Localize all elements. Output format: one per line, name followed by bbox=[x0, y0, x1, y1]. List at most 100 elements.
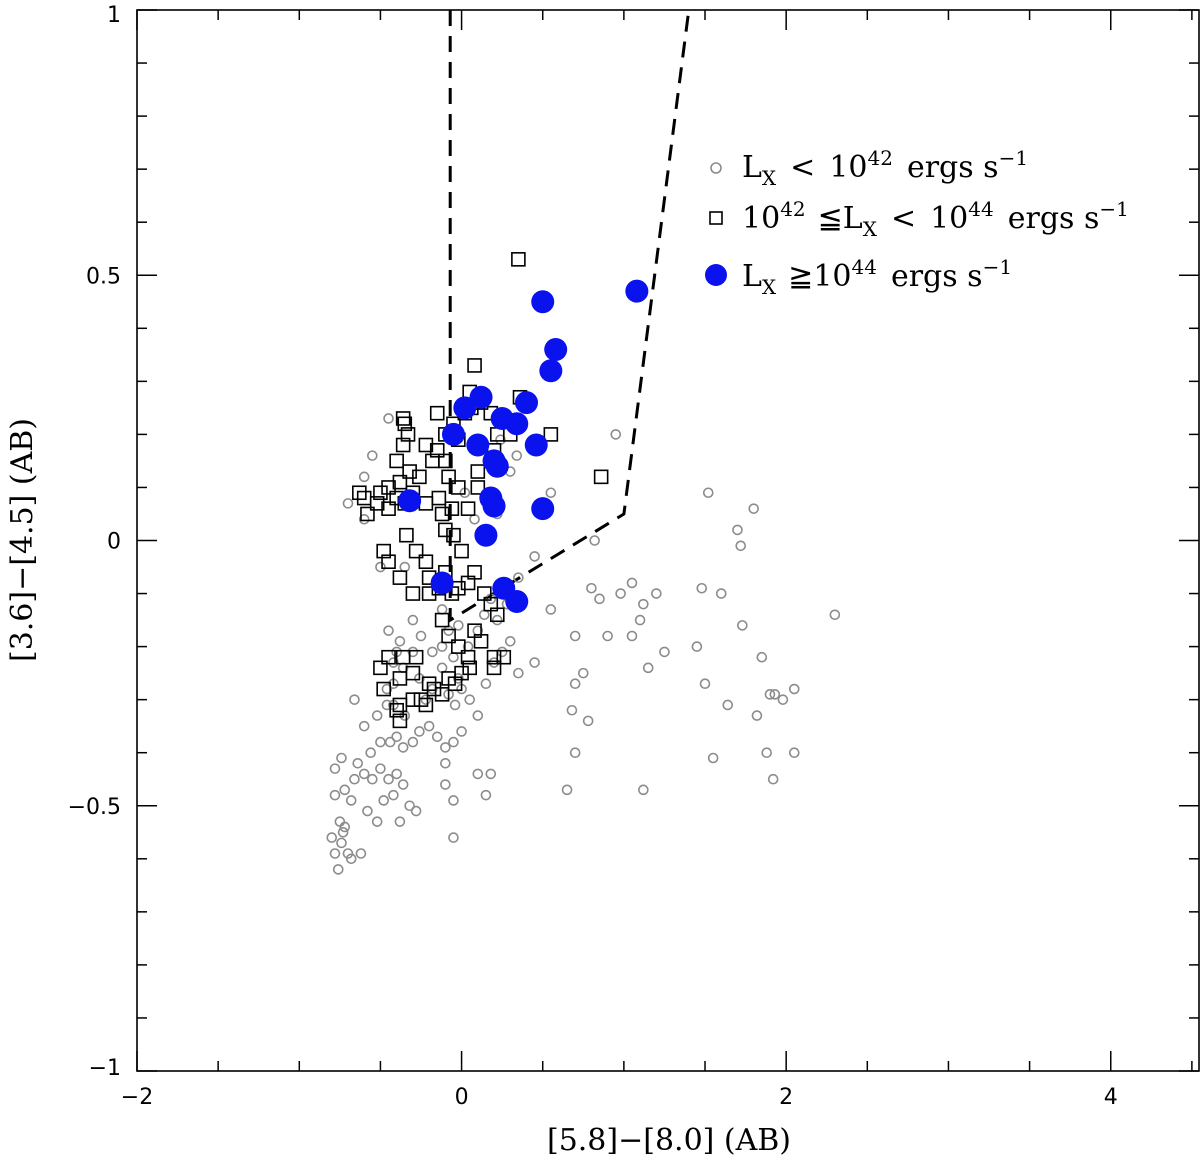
point-low-149 bbox=[788, 683, 800, 695]
point-low-15 bbox=[367, 773, 378, 785]
point-low-77 bbox=[448, 651, 459, 663]
point-mid-2 bbox=[400, 427, 416, 442]
point-low-105 bbox=[383, 413, 394, 424]
point-low-26 bbox=[371, 816, 383, 827]
legend-label-low: LX <1042 ergs s−1 bbox=[742, 146, 1028, 190]
point-low-111 bbox=[399, 561, 411, 573]
point-mid-90 bbox=[438, 522, 453, 538]
point-low-144 bbox=[761, 747, 772, 759]
x-tick-label: 2 bbox=[779, 1085, 793, 1110]
point-low-92 bbox=[388, 657, 399, 668]
point-mid-13 bbox=[352, 485, 367, 501]
point-low-36 bbox=[414, 726, 425, 737]
point-low-122 bbox=[626, 577, 638, 589]
legend-marker-low bbox=[710, 162, 722, 174]
point-high-0 bbox=[531, 290, 555, 314]
point-high-9 bbox=[441, 422, 465, 446]
point-mid-34 bbox=[429, 405, 445, 421]
point-low-44 bbox=[371, 710, 383, 721]
point-high-2 bbox=[544, 338, 568, 362]
point-low-61 bbox=[504, 635, 516, 647]
point-low-37 bbox=[423, 720, 435, 732]
legend-label-mid: 1042 ≦LX <1044 ergs s−1 bbox=[742, 197, 1129, 241]
point-high-3 bbox=[539, 359, 563, 383]
point-low-152 bbox=[702, 487, 714, 499]
point-low-109 bbox=[358, 513, 370, 525]
point-low-133 bbox=[638, 784, 649, 796]
point-high-11 bbox=[524, 433, 548, 457]
point-low-106 bbox=[367, 450, 378, 461]
point-low-150 bbox=[788, 747, 800, 759]
point-mid-65 bbox=[473, 633, 489, 649]
point-mid-82 bbox=[426, 681, 442, 697]
point-low-88 bbox=[381, 683, 393, 695]
point-mid-31 bbox=[511, 252, 526, 267]
point-mid-39 bbox=[470, 480, 486, 495]
point-mid-12 bbox=[356, 490, 372, 506]
point-low-10 bbox=[329, 789, 341, 801]
point-low-113 bbox=[569, 630, 581, 642]
point-mid-77 bbox=[389, 702, 404, 718]
legend: LX <1042 ergs s−1 1042 ≦LX <1044 ergs s−1 LX ≧… bbox=[705, 146, 1129, 299]
point-low-146 bbox=[769, 689, 781, 700]
point-low-21 bbox=[410, 805, 422, 817]
point-high-4 bbox=[514, 391, 538, 415]
point-low-24 bbox=[378, 795, 389, 806]
point-mid-68 bbox=[486, 660, 502, 676]
point-low-98 bbox=[511, 450, 523, 461]
y-tick-label: 0 bbox=[107, 530, 121, 555]
point-low-136 bbox=[569, 747, 581, 759]
point-high-16 bbox=[398, 489, 422, 513]
point-mid-61 bbox=[441, 628, 456, 644]
point-high-17 bbox=[531, 497, 555, 521]
point-mid-15 bbox=[381, 501, 396, 516]
point-low-126 bbox=[642, 662, 654, 674]
point-mid-0 bbox=[395, 411, 411, 426]
point-low-38 bbox=[431, 731, 443, 743]
point-low-11 bbox=[339, 784, 351, 796]
point-low-63 bbox=[529, 657, 540, 668]
point-low-22 bbox=[394, 816, 406, 827]
point-high-1 bbox=[625, 279, 649, 303]
point-high-6 bbox=[453, 396, 477, 420]
point-mid-30 bbox=[543, 427, 559, 442]
point-mid-69 bbox=[421, 676, 437, 692]
selection-wedge-layer bbox=[448, 9, 691, 623]
point-low-116 bbox=[586, 582, 597, 594]
point-low-59 bbox=[488, 657, 500, 668]
point-mid-60 bbox=[434, 612, 450, 628]
point-mid-44 bbox=[381, 554, 396, 570]
point-low-117 bbox=[594, 593, 605, 605]
point-low-13 bbox=[349, 773, 360, 785]
point-mid-86 bbox=[454, 665, 469, 681]
point-low-84 bbox=[485, 768, 497, 780]
point-low-42 bbox=[349, 694, 360, 705]
point-low-138 bbox=[732, 524, 743, 536]
axes-layer: −2 0 2 4 −1 −0.5 0 0.5 1 bbox=[68, 3, 1200, 1110]
point-low-69 bbox=[453, 620, 464, 631]
point-low-62 bbox=[513, 667, 524, 679]
point-low-1 bbox=[329, 848, 341, 859]
point-mid-93 bbox=[470, 464, 486, 479]
point-mid-10 bbox=[373, 485, 388, 501]
point-low-19 bbox=[397, 779, 409, 790]
point-low-112 bbox=[545, 604, 557, 615]
point-mid-14 bbox=[360, 506, 375, 522]
point-low-83 bbox=[480, 789, 492, 801]
point-low-39 bbox=[440, 742, 451, 753]
point-low-41 bbox=[456, 726, 467, 737]
point-low-129 bbox=[699, 678, 711, 690]
point-mid-19 bbox=[429, 443, 445, 458]
point-mid-4 bbox=[389, 453, 404, 469]
point-low-79 bbox=[440, 758, 451, 769]
point-low-60 bbox=[496, 646, 508, 658]
low-lx-series-layer bbox=[326, 413, 841, 875]
point-low-67 bbox=[436, 604, 448, 615]
point-low-27 bbox=[329, 763, 341, 774]
point-low-123 bbox=[638, 598, 649, 610]
point-mid-66 bbox=[486, 649, 502, 665]
point-low-141 bbox=[748, 503, 760, 514]
point-mid-57 bbox=[489, 607, 505, 623]
point-low-139 bbox=[735, 540, 747, 552]
